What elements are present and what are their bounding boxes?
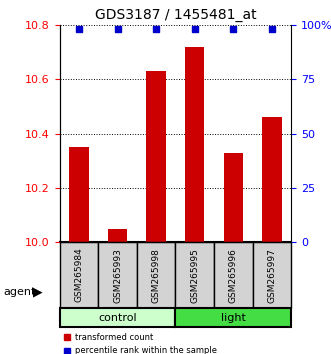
Text: GSM265996: GSM265996 bbox=[229, 248, 238, 303]
Bar bbox=[69, 147, 88, 242]
Text: percentile rank within the sample: percentile rank within the sample bbox=[75, 346, 217, 354]
Text: agent: agent bbox=[3, 287, 36, 297]
Text: light: light bbox=[221, 313, 246, 322]
FancyBboxPatch shape bbox=[60, 308, 175, 327]
FancyBboxPatch shape bbox=[175, 242, 214, 308]
Text: GSM265998: GSM265998 bbox=[152, 248, 161, 303]
Text: GSM265995: GSM265995 bbox=[190, 248, 199, 303]
FancyBboxPatch shape bbox=[98, 242, 137, 308]
Bar bbox=[108, 229, 127, 242]
Bar bbox=[262, 117, 282, 242]
FancyBboxPatch shape bbox=[214, 242, 253, 308]
Text: control: control bbox=[98, 313, 137, 322]
FancyBboxPatch shape bbox=[253, 242, 291, 308]
Bar bbox=[185, 46, 204, 242]
FancyBboxPatch shape bbox=[137, 242, 175, 308]
Title: GDS3187 / 1455481_at: GDS3187 / 1455481_at bbox=[95, 8, 256, 22]
Text: GSM265993: GSM265993 bbox=[113, 248, 122, 303]
Text: GSM265984: GSM265984 bbox=[74, 248, 83, 302]
Bar bbox=[146, 71, 166, 242]
Text: transformed count: transformed count bbox=[75, 333, 153, 342]
FancyBboxPatch shape bbox=[175, 308, 291, 327]
Text: ▶: ▶ bbox=[33, 286, 43, 298]
Bar bbox=[224, 153, 243, 242]
FancyBboxPatch shape bbox=[60, 242, 98, 308]
Text: GSM265997: GSM265997 bbox=[267, 248, 276, 303]
